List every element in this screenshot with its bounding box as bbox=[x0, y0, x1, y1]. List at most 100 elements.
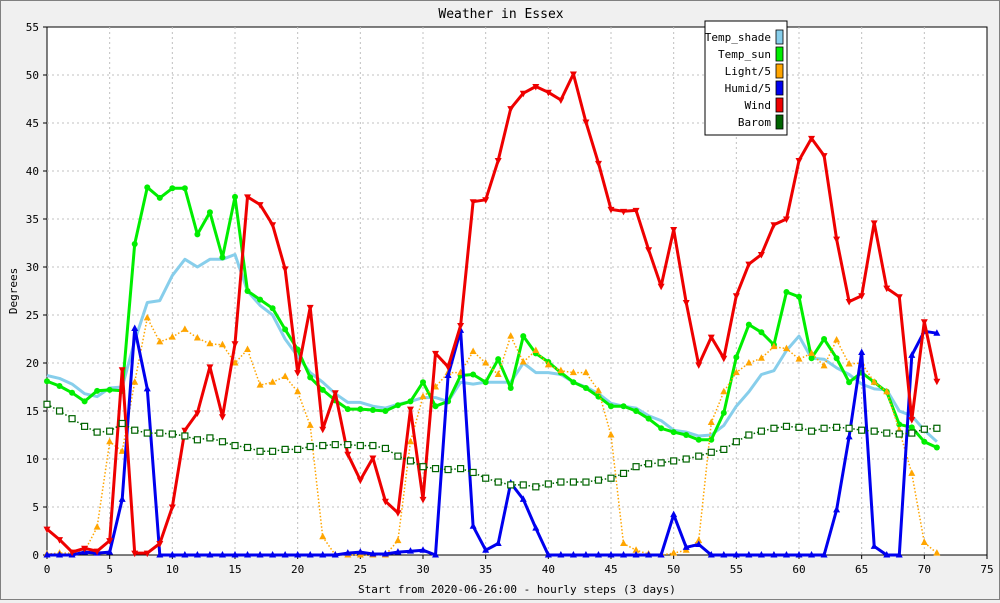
data-point-humid-5 bbox=[231, 551, 239, 558]
data-point-wind bbox=[218, 414, 226, 421]
data-point-wind bbox=[256, 202, 264, 209]
data-point-temp-sun bbox=[319, 386, 326, 393]
y-tick-label: 10 bbox=[26, 453, 39, 466]
y-tick-label: 30 bbox=[26, 261, 39, 274]
data-point-temp-sun bbox=[733, 354, 740, 361]
data-point-temp-sun bbox=[482, 379, 489, 386]
data-point-humid-5 bbox=[294, 551, 302, 558]
data-point-temp-sun bbox=[520, 333, 527, 340]
data-point-barom bbox=[356, 441, 364, 450]
y-tick-label: 20 bbox=[26, 357, 39, 370]
data-point-humid-5 bbox=[269, 551, 277, 558]
x-tick-label: 55 bbox=[730, 563, 743, 576]
data-point-temp-sun bbox=[206, 209, 213, 216]
data-point-wind bbox=[81, 545, 89, 553]
data-point-humid-5 bbox=[607, 551, 615, 558]
data-point-wind bbox=[482, 197, 490, 204]
data-point-light-5 bbox=[168, 333, 176, 340]
data-point-barom bbox=[745, 431, 753, 439]
data-point-light-5 bbox=[231, 359, 239, 366]
data-point-barom bbox=[269, 447, 277, 455]
legend-label-wind: Wind bbox=[745, 99, 772, 112]
data-point-wind bbox=[231, 341, 239, 348]
data-point-humid-5 bbox=[206, 551, 214, 558]
data-point-barom bbox=[344, 441, 352, 449]
data-point-humid-5 bbox=[369, 550, 377, 557]
data-point-light-5 bbox=[883, 387, 891, 395]
data-point-light-5 bbox=[732, 368, 740, 376]
legend-swatch-humid-5 bbox=[775, 80, 784, 96]
data-point-humid-5 bbox=[833, 505, 841, 513]
data-point-humid-5 bbox=[143, 384, 151, 392]
x-tick-label: 15 bbox=[228, 563, 241, 576]
data-point-wind bbox=[544, 89, 552, 97]
data-point-humid-5 bbox=[281, 551, 289, 558]
data-point-temp-sun bbox=[94, 387, 101, 394]
data-point-humid-5 bbox=[306, 551, 314, 558]
data-point-temp-sun bbox=[232, 193, 238, 200]
data-point-barom bbox=[306, 442, 314, 451]
data-point-humid-5 bbox=[745, 551, 753, 558]
data-point-temp-sun bbox=[683, 432, 690, 438]
data-point-temp-sun bbox=[833, 355, 840, 362]
x-tick-label: 50 bbox=[667, 563, 680, 576]
data-point-barom bbox=[557, 478, 565, 486]
legend: Temp_shade Temp_sun Light/5 Humid/5 Wind Baro… bbox=[704, 20, 788, 136]
data-point-temp-sun bbox=[269, 305, 276, 312]
data-point-humid-5 bbox=[858, 348, 866, 355]
data-point-barom bbox=[757, 427, 766, 435]
data-point-wind bbox=[582, 119, 590, 127]
data-point-light-5 bbox=[582, 368, 590, 376]
data-point-humid-5 bbox=[757, 551, 765, 558]
x-axis-ticks: 0 5 10 15 20 25 30 35 40 45 50 55 60 65 70 75 bbox=[44, 555, 994, 576]
data-point-temp-sun bbox=[282, 326, 289, 333]
y-tick-label: 45 bbox=[26, 117, 39, 130]
data-point-humid-5 bbox=[883, 551, 891, 558]
data-point-light-5 bbox=[507, 332, 515, 339]
data-point-wind bbox=[532, 84, 540, 91]
data-point-wind bbox=[469, 199, 477, 206]
data-point-wind bbox=[68, 549, 76, 557]
legend-box bbox=[704, 20, 788, 136]
data-point-wind bbox=[381, 498, 389, 506]
data-point-barom bbox=[68, 415, 76, 423]
x-tick-label: 60 bbox=[792, 563, 805, 576]
data-point-temp-sun bbox=[357, 406, 364, 413]
data-point-temp-sun bbox=[194, 231, 201, 238]
data-point-temp-sun bbox=[758, 329, 765, 336]
data-point-temp-sun bbox=[633, 408, 640, 414]
data-point-humid-5 bbox=[356, 548, 364, 555]
data-point-temp-sun bbox=[56, 383, 63, 390]
data-point-humid-5 bbox=[707, 551, 715, 558]
data-point-temp-sun bbox=[344, 406, 351, 413]
plot-area bbox=[46, 26, 988, 556]
data-point-wind bbox=[306, 304, 314, 312]
data-point-wind bbox=[269, 222, 277, 229]
data-point-light-5 bbox=[620, 539, 628, 546]
x-tick-label: 0 bbox=[44, 563, 51, 576]
data-point-wind bbox=[344, 451, 352, 459]
data-point-barom bbox=[908, 429, 916, 437]
data-point-wind bbox=[594, 160, 602, 168]
data-point-barom bbox=[93, 428, 101, 436]
data-point-barom bbox=[331, 441, 339, 449]
data-point-light-5 bbox=[594, 386, 602, 394]
y-tick-label: 25 bbox=[26, 309, 39, 322]
data-point-barom bbox=[720, 445, 728, 453]
data-point-humid-5 bbox=[244, 551, 252, 558]
x-tick-label: 40 bbox=[542, 563, 555, 576]
data-point-barom bbox=[118, 419, 126, 428]
data-point-light-5 bbox=[419, 392, 427, 400]
data-point-wind bbox=[757, 252, 765, 259]
data-point-wind bbox=[770, 222, 778, 229]
data-point-temp-sun bbox=[921, 438, 928, 445]
data-point-wind bbox=[206, 364, 214, 371]
data-point-barom bbox=[682, 455, 690, 463]
data-point-temp-sun bbox=[620, 403, 627, 410]
data-point-light-5 bbox=[218, 340, 226, 348]
data-point-temp-sun bbox=[470, 371, 477, 378]
data-point-barom bbox=[369, 441, 377, 450]
data-point-barom bbox=[795, 423, 803, 431]
data-point-humid-5 bbox=[620, 551, 628, 558]
